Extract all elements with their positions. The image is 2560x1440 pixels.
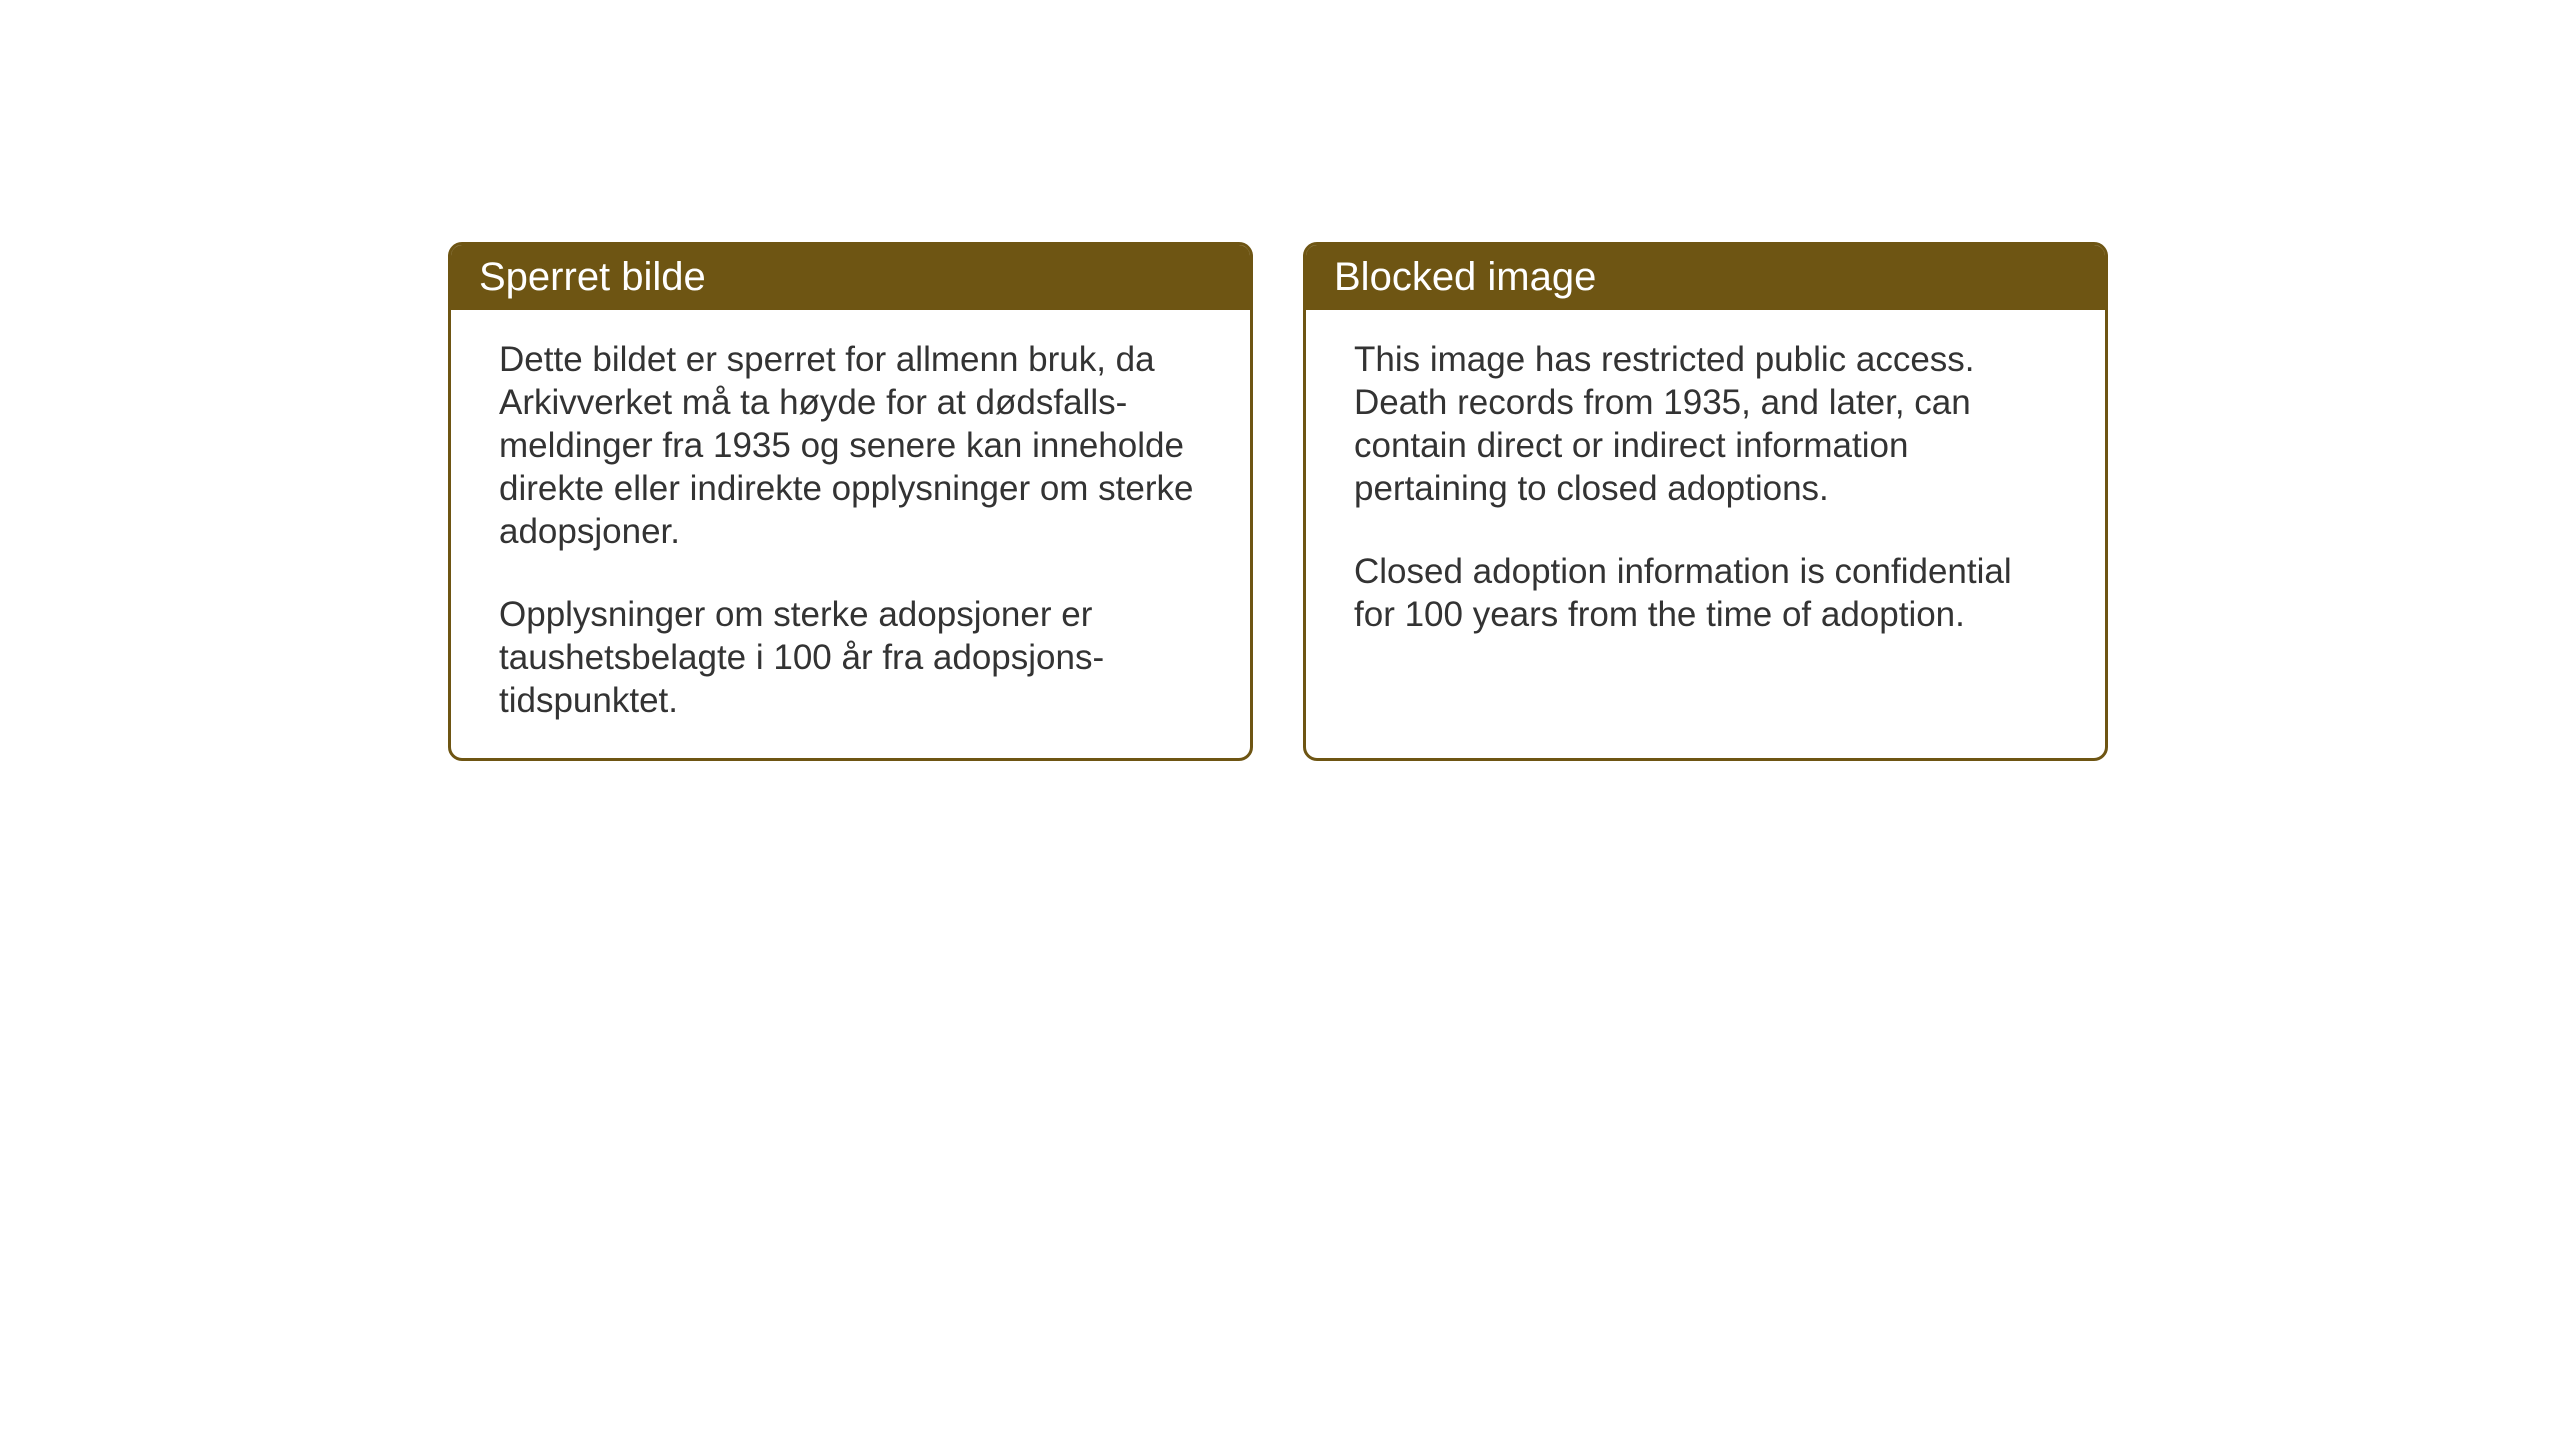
- notice-body-norwegian: Dette bildet er sperret for allmenn bruk…: [451, 310, 1250, 758]
- notice-box-english: Blocked image This image has restricted …: [1303, 242, 2108, 761]
- notice-paragraph-norwegian-1: Dette bildet er sperret for allmenn bruk…: [499, 338, 1202, 553]
- notice-paragraph-english-1: This image has restricted public access.…: [1354, 338, 2057, 510]
- notice-paragraph-norwegian-2: Opplysninger om sterke adopsjoner er tau…: [499, 593, 1202, 722]
- notice-paragraph-english-2: Closed adoption information is confident…: [1354, 550, 2057, 636]
- notice-container: Sperret bilde Dette bildet er sperret fo…: [448, 242, 2108, 761]
- notice-body-english: This image has restricted public access.…: [1306, 310, 2105, 730]
- notice-title-norwegian: Sperret bilde: [479, 255, 706, 299]
- notice-header-english: Blocked image: [1306, 245, 2105, 310]
- notice-box-norwegian: Sperret bilde Dette bildet er sperret fo…: [448, 242, 1253, 761]
- notice-header-norwegian: Sperret bilde: [451, 245, 1250, 310]
- notice-title-english: Blocked image: [1334, 255, 1596, 299]
